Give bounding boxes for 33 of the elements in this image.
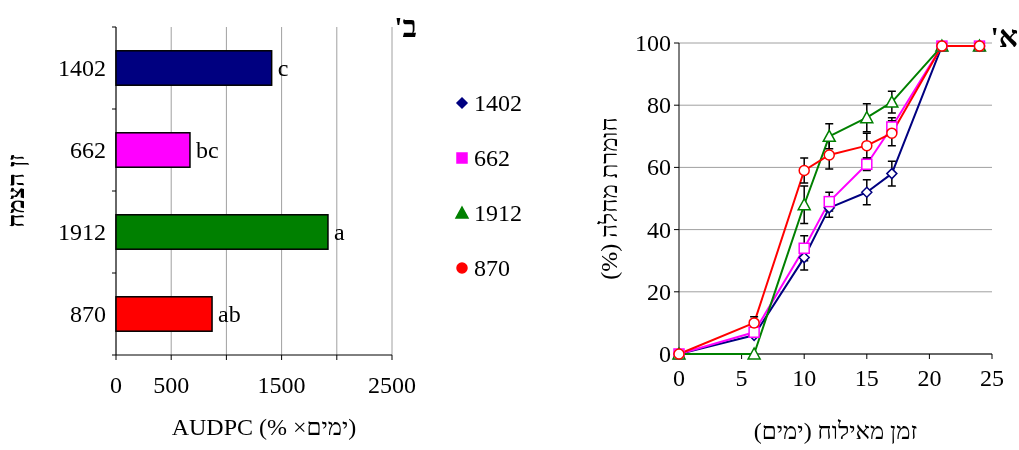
y-axis-title: חומרת מחלה (%) — [596, 117, 622, 280]
y-tick-label: 40 — [647, 216, 671, 243]
legend-label: 870 — [474, 255, 510, 281]
x-tick-label: 0 — [110, 372, 122, 398]
y-tick-label: 100 — [635, 30, 671, 56]
x-tick-label: 10 — [792, 365, 817, 391]
legend-label: 1402 — [474, 90, 522, 116]
y-tick-label: 1912 — [58, 219, 106, 245]
x-tick-label: 15 — [854, 365, 879, 391]
x-tick-label: 2500 — [368, 372, 416, 398]
y-tick-label: 1402 — [58, 55, 106, 81]
data-label: a — [333, 219, 345, 245]
data-label: ab — [218, 301, 241, 327]
data-label: c — [277, 55, 289, 81]
chart-title: א' — [990, 20, 1018, 53]
y-axis-title: זן הצמח — [3, 153, 30, 228]
y-tick-label: 60 — [647, 154, 671, 181]
x-tick-label: 5 — [735, 365, 748, 391]
x-tick-label: 500 — [153, 372, 190, 398]
chart-title: ב' — [394, 10, 417, 43]
x-tick-label: 25 — [980, 365, 1004, 391]
y-tick-label: 870 — [70, 301, 106, 327]
x-axis-title: AUDPC (% ×ימים) — [171, 414, 357, 440]
legend-label: 1912 — [474, 200, 522, 226]
legend-label: 662 — [474, 145, 510, 171]
y-tick-label: 0 — [659, 341, 671, 367]
y-tick-label: 80 — [647, 92, 671, 119]
data-label: bc — [195, 137, 219, 163]
y-tick-label: 662 — [70, 137, 106, 163]
x-tick-label: 20 — [917, 365, 942, 391]
y-tick-label: 20 — [647, 278, 671, 305]
x-tick-label: 1500 — [257, 372, 306, 398]
x-axis-title: זמן מאילוח (ימים) — [753, 418, 918, 444]
